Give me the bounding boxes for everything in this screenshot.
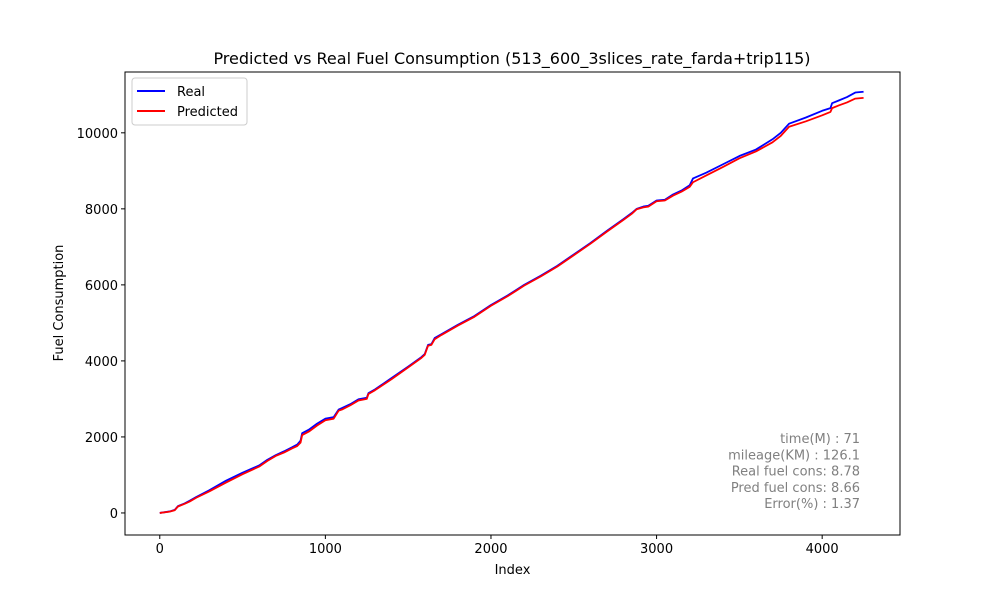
x-axis-label: Index	[495, 563, 531, 578]
legend-box	[131, 77, 248, 126]
axes: 0 1000 2000 3000 4000 0 2000 4000 6000 8000 10000	[77, 71, 901, 557]
legend-label-real: Real	[177, 85, 205, 100]
annotation-line: Pred fuel cons: 8.66	[731, 481, 860, 496]
y-tick-label: 6000	[85, 279, 118, 294]
x-tick-label: 4000	[806, 542, 839, 557]
annotation-line: time(M) : 71	[780, 432, 860, 447]
y-tick-label: 2000	[85, 431, 118, 446]
y-tick-label: 10000	[77, 127, 118, 142]
x-tick-label: 0	[156, 542, 164, 557]
annotation-line: Real fuel cons: 8.78	[732, 465, 860, 480]
plot-area	[159, 90, 864, 514]
annotation-line: mileage(KM) : 126.1	[728, 448, 860, 463]
x-tick-label: 3000	[640, 542, 673, 557]
y-tick-label: 0	[110, 507, 118, 522]
x-tick-label: 2000	[474, 542, 507, 557]
chart-title: Predicted vs Real Fuel Consumption (513_…	[213, 49, 810, 69]
axes-frame	[124, 71, 901, 536]
legend: Real Predicted	[131, 77, 248, 126]
y-tick-label: 4000	[85, 355, 118, 370]
y-tick-label: 8000	[85, 203, 118, 218]
annotation-line: Error(%) : 1.37	[764, 497, 860, 512]
series-line-predicted	[159, 96, 864, 514]
y-axis-label: Fuel Consumption	[52, 245, 67, 362]
x-tick-label: 1000	[309, 542, 342, 557]
legend-label-predicted: Predicted	[177, 105, 238, 120]
